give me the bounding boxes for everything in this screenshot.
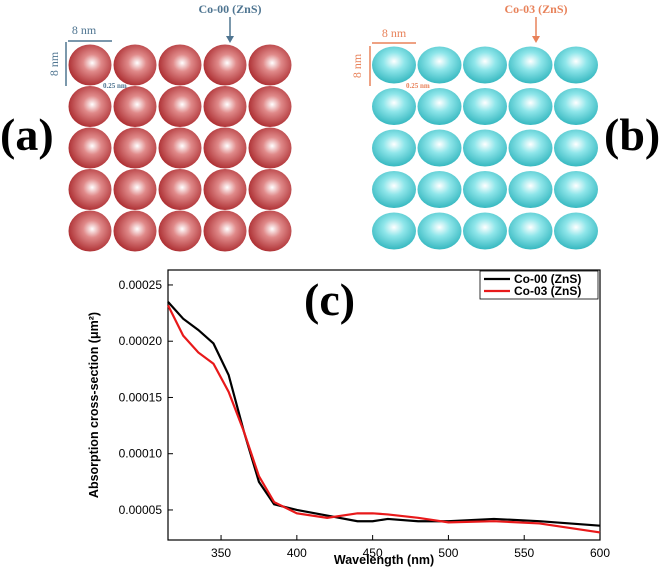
panel-label: (c) [304,274,355,325]
diagram-title: Co-00 (ZnS) [198,2,261,16]
sphere [68,86,112,127]
sphere [463,171,507,208]
sphere [248,127,292,169]
sphere [372,88,416,125]
sphere [248,210,292,252]
sphere [417,212,462,250]
x-tick-label: 450 [363,546,383,560]
data-line [167,301,601,527]
sphere [463,212,507,250]
sphere [417,171,462,208]
sphere [554,171,598,208]
sphere [508,46,553,84]
sphere [158,127,202,169]
width-label: 8 nm [382,26,407,40]
sphere [68,169,112,210]
sphere [203,127,247,169]
legend-box [479,270,599,300]
height-label: 8 nm [47,51,61,76]
x-tick-label: 350 [211,546,231,560]
sphere [68,210,112,252]
x-tick-label: 500 [438,546,458,560]
panel-label: (b) [604,109,660,160]
gap-label: 0.25 nm [406,82,430,90]
sphere [463,88,507,125]
sphere-grids [68,44,598,252]
sphere [113,169,157,210]
legend-label: Co-03 (ZnS) [514,284,581,298]
y-tick-label: 0.00015 [119,390,163,404]
gap-label: 0.25 nm [103,82,127,90]
sphere [554,88,598,125]
sphere [372,129,416,167]
sphere [158,210,202,252]
sphere [463,129,507,167]
sphere [203,86,247,127]
x-tick-label: 550 [514,546,534,560]
y-tick-label: 0.00020 [119,334,163,348]
sphere [463,46,507,84]
sphere [113,44,157,86]
y-axis-label: Absorption cross-section (μm²) [87,312,101,498]
sphere [508,88,553,125]
y-tick-label: 0.00025 [119,278,163,292]
sphere [554,46,598,84]
diagram-title: Co-03 (ZnS) [504,2,567,16]
sphere [203,210,247,252]
sphere [417,129,462,167]
height-label: 8 nm [350,53,364,78]
arrow-head [226,36,234,43]
sphere [508,212,553,250]
sphere [158,86,202,127]
x-tick-label: 600 [590,546,610,560]
x-axis-label: Wavelength (nm) [334,553,434,567]
y-tick-label: 0.00005 [119,503,163,517]
width-label: 8 nm [72,23,97,37]
sphere [113,86,157,127]
data-line [167,304,601,534]
sphere [372,46,416,84]
sphere [508,171,553,208]
sphere [248,169,292,210]
sphere [113,127,157,169]
sphere [372,171,416,208]
sphere [508,129,553,167]
sphere [68,127,112,169]
sphere [372,212,416,250]
sphere [554,212,598,250]
sphere [158,44,202,86]
panel-label: (a) [0,109,54,160]
x-tick-label: 400 [287,546,307,560]
sphere [203,44,247,86]
plot-frame [167,269,601,541]
sphere [68,44,112,86]
sphere [554,129,598,167]
sphere [248,44,292,86]
sphere [417,88,462,125]
sphere [113,210,157,252]
sphere [203,169,247,210]
arrow-head [532,36,540,43]
legend-label: Co-00 (ZnS) [514,272,581,286]
sphere [417,46,462,84]
sphere [158,169,202,210]
y-tick-label: 0.00010 [119,447,163,461]
sphere [248,86,292,127]
